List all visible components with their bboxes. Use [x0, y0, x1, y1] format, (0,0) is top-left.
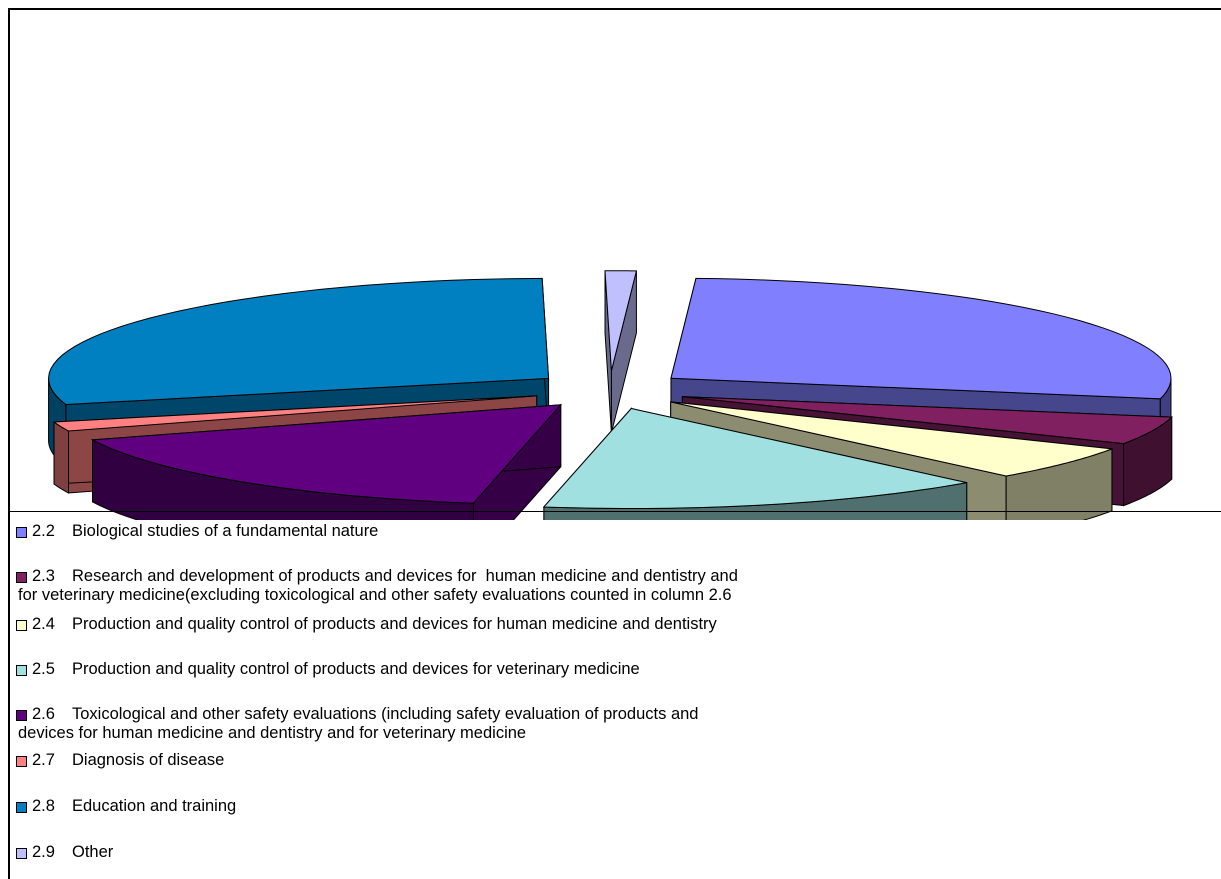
legend-item-2-4: 2.4 Production and quality control of pro…	[16, 615, 717, 634]
legend-number: 2.2	[32, 522, 55, 540]
pie-slice-rim	[53, 421, 69, 494]
legend-label: Production and quality control of produc…	[72, 660, 640, 678]
legend-item-2-9: 2.9 Other	[16, 843, 113, 862]
pie-slice-top	[52, 395, 537, 432]
pie-slice-top	[48, 277, 550, 406]
legend-swatch	[16, 527, 27, 538]
legend-swatch	[16, 572, 27, 583]
legend-number: 2.4	[32, 615, 55, 633]
legend-number: 2.3	[32, 567, 55, 585]
pie-slice-top	[682, 396, 1173, 445]
legend-divider	[8, 511, 1221, 512]
legend-swatch	[16, 710, 27, 721]
legend-label: Education and training	[72, 797, 237, 815]
legend-swatch	[16, 756, 27, 767]
pie-slice-top	[670, 401, 1113, 477]
legend-item-2-8: 2.8 Education and training	[16, 797, 236, 816]
legend-item-2-2: 2.2 Biological studies of a fundamental n…	[16, 522, 378, 541]
pie-slice-2-9	[604, 270, 638, 433]
legend-label-line2: devices for human medicine and dentistry…	[18, 724, 527, 742]
pie-slice-top	[90, 404, 562, 504]
pie-chart	[48, 270, 1173, 520]
legend-label: Biological studies of a fundamental natu…	[72, 522, 379, 540]
legend-label-line2: for veterinary medicine(excluding toxico…	[18, 586, 732, 604]
legend-label: Toxicological and other safety evaluatio…	[72, 705, 699, 723]
legend-swatch	[16, 802, 27, 813]
legend-number: 2.9	[32, 843, 55, 861]
pie-slice-top	[670, 277, 1172, 400]
legend-label: Other	[72, 843, 114, 861]
pie-slice-top	[604, 270, 638, 371]
legend-swatch	[16, 665, 27, 676]
legend-number: 2.8	[32, 797, 55, 815]
legend-number: 2.5	[32, 660, 55, 678]
legend-item-2-6: 2.6 Toxicological and other safety evalua…	[16, 705, 698, 743]
legend-item-2-3: 2.3 Research and development of products …	[16, 567, 738, 605]
legend-label: Production and quality control of produc…	[72, 615, 717, 633]
pie-slice-2-6	[90, 403, 562, 520]
legend-swatch	[16, 848, 27, 859]
pie-slice-2-5	[542, 407, 968, 520]
legend-label: Research and development of products and…	[72, 567, 738, 585]
legend-swatch	[16, 620, 27, 631]
legend-item-2-5: 2.5 Production and quality control of pro…	[16, 660, 640, 679]
pie-slice-top	[542, 407, 967, 509]
legend-number: 2.7	[32, 751, 55, 769]
legend-label: Diagnosis of disease	[72, 751, 225, 769]
legend-number: 2.6	[32, 705, 55, 723]
legend-item-2-7: 2.7 Diagnosis of disease	[16, 751, 224, 770]
